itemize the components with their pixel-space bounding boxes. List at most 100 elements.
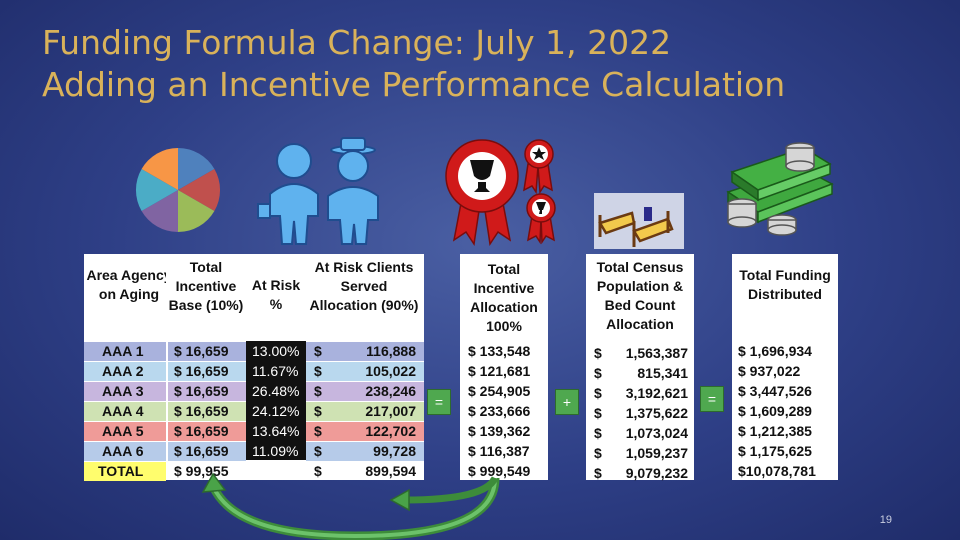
served-allocation: 116,888 — [366, 343, 416, 359]
table-row — [168, 362, 246, 381]
funding-distributed-value: $ 937,022 — [738, 363, 801, 379]
census-allocation-value: 1,563,387 — [625, 345, 688, 361]
incentive-base: $ 16,659 — [174, 383, 229, 399]
table-row — [306, 342, 424, 361]
table-row — [84, 442, 166, 461]
funding-distributed-value: $ 1,609,289 — [738, 403, 812, 419]
agency-name: AAA 6 — [102, 443, 144, 459]
award-ribbon-icon — [445, 139, 556, 246]
allocation-dollar: $ — [314, 363, 322, 379]
header-agency: Area Agency on Aging — [84, 266, 174, 304]
table-row — [168, 342, 246, 361]
table-row — [84, 382, 166, 401]
equals-sign-2: = — [700, 386, 724, 412]
served-allocation: 99,728 — [373, 443, 416, 459]
header-incentive-allocation: Total Incentive Allocation 100% — [460, 260, 548, 336]
served-allocation: 122,702 — [365, 423, 416, 439]
incentive-allocation-value: $ 133,548 — [468, 343, 531, 359]
title-line-1: Funding Formula Change: July 1, 2022 — [42, 23, 672, 62]
agency-name: AAA 4 — [102, 403, 144, 419]
funding-distributed-value: $ 1,696,934 — [738, 343, 812, 359]
table-row — [306, 442, 424, 461]
at-risk-percent: 24.12% — [252, 403, 300, 419]
allocation-dollar: $ — [314, 343, 322, 359]
incentive-allocation-value: $ 233,666 — [468, 403, 531, 419]
census-dollar: $ — [594, 365, 602, 381]
census-allocation-table: Total Census Population & Bed Count Allo… — [586, 254, 694, 481]
funding-distributed-value: $ 3,447,526 — [738, 383, 812, 399]
total-served-allocation: 899,594 — [365, 463, 416, 479]
beds-icon — [594, 193, 684, 249]
header-census-allocation: Total Census Population & Bed Count Allo… — [586, 258, 694, 334]
agency-name: AAA 1 — [102, 343, 144, 359]
census-allocation-value: 3,192,621 — [625, 385, 688, 401]
incentive-base: $ 16,659 — [174, 343, 229, 359]
census-allocation-value: 1,059,237 — [625, 445, 688, 461]
percent-column — [246, 341, 306, 460]
total-incentive-base: $ 99,955 — [174, 463, 229, 479]
total-census-dollar: $ — [594, 465, 602, 481]
incentive-allocation-table: Total Incentive Allocation 100% $ 133,54… — [460, 254, 548, 480]
total-at-risk-percent: 100% — [262, 463, 298, 479]
curved-arrow-icon — [201, 472, 500, 540]
at-risk-percent: 11.09% — [252, 443, 299, 459]
incentive-base: $ 16,659 — [174, 443, 229, 459]
at-risk-percent: 13.00% — [252, 343, 300, 359]
pie-chart-icon — [135, 148, 221, 232]
funding-distributed-table: Total Funding Distributed $ 1,696,934 $ 9… — [732, 254, 838, 480]
census-dollar: $ — [594, 405, 602, 421]
header-incentive-base: Total Incentive Base (10%) — [166, 258, 246, 315]
slide-title: Funding Formula Change: July 1, 2022 Add… — [42, 22, 785, 106]
table-row — [84, 362, 166, 381]
header-at-risk: At Risk % — [246, 276, 306, 314]
total-census-allocation: 9,079,232 — [625, 465, 688, 481]
elderly-couple-icon — [257, 137, 379, 245]
total-label: TOTAL — [98, 463, 144, 479]
table-row — [168, 422, 246, 441]
total-funding-distributed: $10,078,781 — [738, 463, 816, 479]
allocation-dollar: $ — [314, 403, 322, 419]
census-dollar: $ — [594, 445, 602, 461]
agency-name: AAA 2 — [102, 363, 144, 379]
incentive-base: $ 16,659 — [174, 403, 229, 419]
table-row — [84, 402, 166, 421]
table-row — [306, 382, 424, 401]
header-served-allocation: At Risk Clients Served Allocation (90%) — [306, 258, 422, 315]
at-risk-percent: 13.64% — [252, 423, 300, 439]
total-incentive-allocation: $ 999,549 — [468, 463, 531, 479]
page-number: 19 — [879, 514, 892, 526]
table-row — [168, 402, 246, 421]
table-row — [84, 422, 166, 441]
plus-sign: + — [555, 389, 579, 415]
allocation-dollar: $ — [314, 423, 322, 439]
agency-name: AAA 5 — [102, 423, 144, 439]
at-risk-percent: 11.67% — [252, 363, 299, 379]
equals-sign-1: = — [427, 389, 451, 415]
incentive-allocation-value: $ 121,681 — [468, 363, 531, 379]
agency-name: AAA 3 — [102, 383, 144, 399]
title-line-2: Adding an Incentive Performance Calculat… — [42, 65, 786, 104]
allocation-dollar: $ — [314, 443, 322, 459]
census-dollar: $ — [594, 385, 602, 401]
money-stack-icon — [726, 142, 834, 236]
census-dollar: $ — [594, 345, 602, 361]
funding-distributed-value: $ 1,175,625 — [738, 443, 812, 459]
served-allocation: 238,246 — [365, 383, 416, 399]
incentive-allocation-value: $ 116,387 — [468, 443, 530, 459]
served-allocation: 217,007 — [365, 403, 416, 419]
header-funding-distributed: Total Funding Distributed — [732, 266, 838, 304]
at-risk-percent: 26.48% — [252, 383, 300, 399]
table-row — [306, 402, 424, 421]
incentive-allocation-value: $ 254,905 — [468, 383, 531, 399]
table-row — [84, 342, 166, 361]
census-allocation-value: 1,375,622 — [625, 405, 688, 421]
table-row — [306, 362, 424, 381]
funding-distributed-value: $ 1,212,385 — [738, 423, 812, 439]
incentive-base: $ 16,659 — [174, 423, 229, 439]
incentive-allocation-value: $ 139,362 — [468, 423, 531, 439]
incentive-base: $ 16,659 — [174, 363, 229, 379]
table-row — [168, 382, 246, 401]
table-row — [306, 422, 424, 441]
total-row — [84, 462, 166, 481]
allocation-table: Area Agency on Aging Total Incentive Bas… — [84, 254, 424, 481]
